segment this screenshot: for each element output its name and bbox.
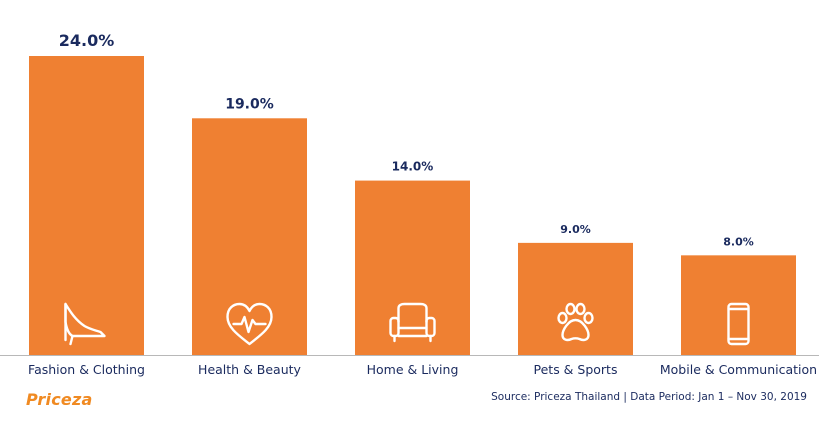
value-label-home-living: 14.0%: [392, 160, 434, 174]
category-label-mobile-communication: Mobile & Communication: [660, 362, 817, 377]
bar-fashion-clothing: [29, 56, 144, 355]
value-label-health-beauty: 19.0%: [225, 96, 274, 112]
value-label-mobile-communication: 8.0%: [723, 235, 754, 248]
bar-health-beauty: [192, 118, 307, 356]
category-label-home-living: Home & Living: [367, 362, 459, 377]
value-label-pets-sports: 9.0%: [560, 223, 591, 236]
high-heel-icon: [64, 302, 106, 346]
bar-pets-sports: [518, 242, 633, 355]
heart-pulse-icon: [226, 302, 273, 346]
priceza-logo: Priceza: [26, 390, 93, 409]
bar-home-living: [355, 180, 470, 355]
source-note: Source: Priceza Thailand | Data Period: …: [491, 391, 807, 403]
armchair-icon: [389, 302, 436, 343]
smartphone-icon: [727, 302, 750, 346]
category-label-health-beauty: Health & Beauty: [198, 362, 301, 377]
category-label-fashion-clothing: Fashion & Clothing: [28, 362, 145, 377]
paw-icon: [557, 302, 594, 342]
category-label-pets-sports: Pets & Sports: [534, 362, 618, 377]
value-label-fashion-clothing: 24.0%: [59, 31, 115, 50]
